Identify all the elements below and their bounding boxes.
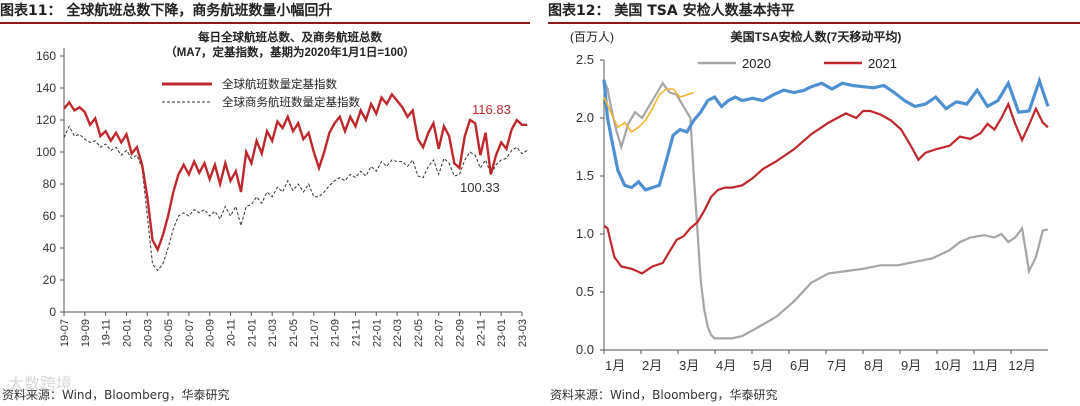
source-note: 资料来源：Wind，Bloomberg，华泰研究	[2, 388, 230, 402]
x-tick-label: 12月	[1008, 358, 1035, 373]
x-tick-label: 2月	[642, 358, 662, 373]
x-tick-label: 9月	[901, 358, 921, 373]
chart-subtitle: （MA7，定基指数，基期为2020年1月1日=100）	[165, 45, 415, 59]
annotation-total-latest: 116.83	[472, 102, 511, 117]
watermark-text: 大数跨境	[8, 374, 73, 393]
x-tick-label: 6月	[790, 358, 810, 373]
x-tick-label: 22-03	[392, 319, 404, 347]
x-tick-label: 21-01	[246, 319, 258, 347]
x-tick-label: 19-09	[80, 319, 92, 347]
source-note: 资料来源：Wind，Bloomberg，华泰研究	[550, 388, 778, 402]
series-line-2021	[603, 101, 1049, 275]
x-tick-label: 22-09	[455, 319, 467, 347]
x-tick-label: 4月	[716, 358, 736, 373]
y-tick-label: 2.5	[576, 52, 594, 67]
x-tick-label: 21-07	[309, 319, 321, 347]
x-tick-label: 20-09	[205, 319, 217, 347]
right-chart: 美国TSA安检人数(7天移动平均) (百万人) 0.0 0.5 1.0 1.5 2.0 2.5…	[570, 29, 1050, 373]
series-line-business-flights	[63, 125, 528, 272]
legend-label-business: 全球商务航班数量定基指数	[222, 95, 360, 109]
panel-title: 图表12： 美国 TSA 安检人数基本持平	[548, 3, 795, 19]
legend-label-2020: 2020	[742, 56, 771, 71]
y-tick-label: 0.0	[576, 342, 594, 357]
x-tick-label: 22-05	[413, 319, 425, 347]
x-tick-label: 21-03	[267, 319, 279, 347]
y-tick-label: 0.5	[576, 284, 594, 299]
y-axis-unit-label: (百万人)	[570, 30, 614, 44]
series-line-2020	[602, 80, 1049, 340]
y-tick-label: 1.5	[576, 168, 594, 183]
x-tick-label: 20-03	[142, 319, 154, 347]
x-tick-label: 20-01	[121, 319, 133, 347]
x-tick-label: 22-11	[475, 319, 487, 346]
x-tick-label: 1月	[605, 358, 625, 373]
x-tick-label: 8月	[864, 358, 884, 373]
title-rule	[548, 22, 1080, 24]
y-tick-label: 1.0	[576, 226, 594, 241]
y-tick-label: 20	[43, 273, 57, 287]
x-tick-label: 10月	[934, 358, 961, 373]
y-tick-label: 0	[49, 305, 56, 319]
legend-label-total: 全球航班数量定基指数	[222, 77, 337, 91]
x-tick-label: 21-09	[330, 319, 342, 347]
right-panel: 图表12： 美国 TSA 安检人数基本持平 美国TSA安检人数(7天移动平均) (…	[548, 0, 1080, 406]
x-tick-label: 11月	[972, 358, 999, 373]
x-tick-label: 7月	[827, 358, 847, 373]
x-tick-label: 23-01	[496, 319, 508, 347]
x-tick-label: 19-11	[101, 319, 113, 346]
x-tick-label: 20-05	[163, 319, 175, 347]
legend-label-2021: 2021	[868, 56, 897, 71]
x-tick-label: 3月	[679, 358, 699, 373]
panel-title: 图表11： 全球航班总数下降，商务航班数量小幅回升	[0, 3, 333, 19]
annotation-business-latest: 100.33	[460, 180, 500, 195]
series-line-2019	[602, 75, 1050, 192]
chart-title: 美国TSA安检人数(7天移动平均)	[731, 29, 902, 44]
x-tick-label: 22-07	[434, 319, 446, 347]
y-tick-label: 140	[36, 81, 56, 95]
x-tick-label: 21-05	[288, 319, 300, 347]
y-tick-label: 100	[36, 145, 56, 159]
x-tick-label: 23-03	[517, 319, 529, 347]
x-tick-label: 22-01	[371, 319, 383, 347]
chart-title: 每日全球航班总数、及商务航班总数	[198, 30, 382, 44]
x-tick-label: 21-11	[350, 319, 362, 346]
x-tick-label: 20-11	[226, 319, 238, 346]
series-line-total-flights	[63, 92, 528, 253]
y-tick-label: 40	[43, 241, 57, 255]
y-tick-label: 2.0	[576, 110, 594, 125]
left-panel: 图表11： 全球航班总数下降，商务航班数量小幅回升 每日全球航班总数、及商务航班…	[0, 0, 530, 406]
y-tick-label: 120	[36, 113, 56, 127]
y-tick-label: 160	[36, 49, 56, 63]
left-chart: 每日全球航班总数、及商务航班总数（MA7，定基指数，基期为2020年1月1日=1…	[36, 30, 529, 347]
y-tick-label: 60	[43, 209, 57, 223]
series-line-2022	[603, 88, 695, 133]
x-tick-label: 5月	[753, 358, 773, 373]
x-tick-label: 20-07	[184, 319, 196, 347]
x-tick-label: 19-07	[59, 319, 71, 347]
title-rule	[0, 22, 530, 24]
y-tick-label: 80	[43, 177, 57, 191]
